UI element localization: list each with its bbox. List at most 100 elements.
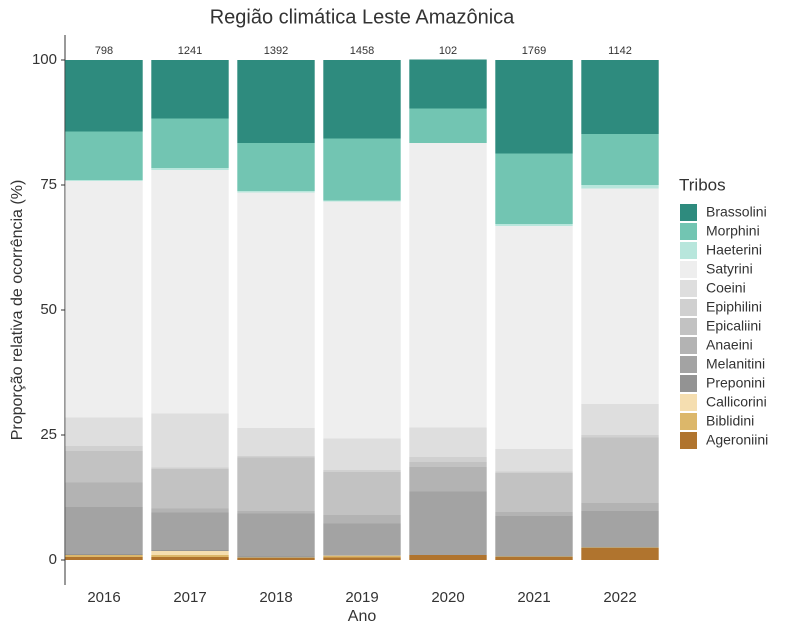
legend-swatch: [680, 432, 697, 449]
x-tick-label: 2018: [259, 589, 292, 606]
bar-segment: [65, 446, 143, 451]
bar-segment: [65, 131, 143, 180]
bar-total-label: 1769: [522, 45, 546, 57]
legend-label: Satyrini: [706, 261, 753, 277]
bar-segment: [323, 515, 401, 524]
bar-segment: [237, 457, 315, 511]
bar-segment: [495, 473, 573, 512]
bar-segment: [323, 555, 401, 556]
bar-segment: [323, 557, 401, 560]
x-tick-label: 2016: [87, 589, 120, 606]
bar-segment: [323, 472, 401, 515]
bar-segment: [237, 557, 315, 558]
bar-segment: [495, 516, 573, 556]
y-tick-label: 0: [49, 551, 57, 568]
bar-segment: [237, 192, 315, 428]
bar-segment: [237, 513, 315, 557]
bar-segment: [409, 462, 487, 467]
bar-segment: [151, 557, 229, 560]
chart-title: Região climática Leste Amazônica: [210, 6, 515, 28]
bar-segment: [495, 556, 573, 557]
x-tick-label: 2017: [173, 589, 206, 606]
bar-segment: [151, 168, 229, 170]
bar-segment: [323, 138, 401, 201]
legend-label: Biblidini: [706, 413, 754, 429]
bar-segment: [323, 556, 401, 558]
bar-segment: [151, 118, 229, 168]
bar-segment: [495, 449, 573, 472]
y-tick-label: 25: [40, 426, 57, 443]
legend-swatch: [680, 261, 697, 278]
legend-label: Melanitini: [706, 356, 765, 372]
bar-segment: [495, 556, 573, 557]
bar-segment: [151, 551, 229, 555]
bar-segment: [151, 512, 229, 550]
bar-segment: [581, 547, 659, 548]
legend-swatch: [680, 280, 697, 297]
bar-segment: [495, 60, 573, 154]
bar-segment: [151, 555, 229, 557]
bar-segment: [409, 427, 487, 457]
bar-segment: [323, 200, 401, 202]
bar-segment: [581, 404, 659, 435]
legend-label: Coeini: [706, 280, 746, 296]
bar-total-label: 1458: [350, 45, 374, 57]
bar-segment: [237, 511, 315, 514]
bar-segment: [323, 470, 401, 472]
legend-swatch: [680, 356, 697, 373]
bar-segment: [581, 511, 659, 547]
bar-segment: [409, 467, 487, 492]
bar-segment: [323, 201, 401, 439]
bar-segment: [581, 437, 659, 503]
legend-swatch: [680, 375, 697, 392]
bar-segment: [237, 60, 315, 143]
bar-segment: [237, 558, 315, 560]
bar-segment: [409, 143, 487, 428]
legend-swatch: [680, 318, 697, 335]
legend-label: Epicaliini: [706, 318, 761, 334]
legend-label: Ageroniini: [706, 432, 768, 448]
y-tick-label: 75: [40, 176, 57, 193]
bar-segment: [409, 59, 487, 109]
bar-segment: [237, 428, 315, 456]
bar-total-label: 1142: [608, 45, 632, 57]
bar-segment: [495, 471, 573, 473]
legend-swatch: [680, 242, 697, 259]
bar-segment: [65, 181, 143, 418]
bar-segment: [151, 60, 229, 119]
bar-segment: [151, 469, 229, 509]
bar-segment: [65, 482, 143, 507]
bar-segment: [581, 185, 659, 189]
bar-total-label: 1241: [178, 45, 202, 57]
bar-segment: [581, 503, 659, 511]
bar-segment: [151, 467, 229, 469]
bar-segment: [151, 170, 229, 414]
bar-segment: [237, 556, 315, 558]
legend-swatch: [680, 413, 697, 430]
legend-label: Preponini: [706, 375, 765, 391]
bar-total-label: 102: [439, 45, 457, 57]
bar-segment: [409, 491, 487, 555]
bar-segment: [581, 548, 659, 560]
legend-label: Brassolini: [706, 204, 767, 220]
legend-label: Callicorini: [706, 394, 767, 410]
bar-segment: [495, 512, 573, 516]
bar-segment: [65, 451, 143, 483]
bar-total-label: 798: [95, 45, 113, 57]
bar-segment: [323, 60, 401, 139]
bar-segment: [581, 435, 659, 438]
bar-segment: [65, 554, 143, 555]
x-tick-label: 2021: [517, 589, 550, 606]
bar-segment: [65, 60, 143, 132]
y-tick-label: 100: [32, 51, 57, 68]
bar-segment: [409, 555, 487, 560]
bar-segment: [65, 507, 143, 554]
bar-segment: [495, 226, 573, 449]
bar-segment: [151, 413, 229, 468]
legend-label: Haeterini: [706, 242, 762, 258]
bar-total-label: 1392: [264, 45, 288, 57]
bar-segment: [581, 188, 659, 404]
bar-segment: [409, 457, 487, 462]
bar-segment: [65, 555, 143, 557]
legend-swatch: [680, 299, 697, 316]
